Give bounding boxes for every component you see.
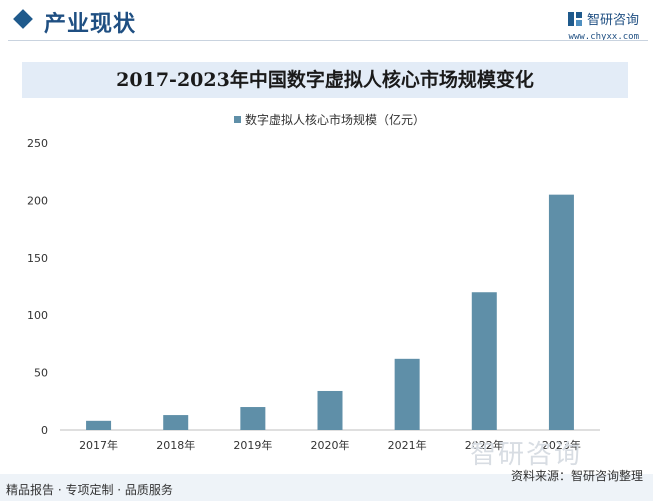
footer-bar [0,474,653,501]
header-divider [8,40,648,41]
header: 产业现状 智研咨询 www.chyxx.com [0,0,653,44]
bar [86,420,112,430]
bar [471,292,497,430]
y-tick-label: 200 [27,194,48,207]
bar [163,415,189,430]
brand-name: 智研咨询 [586,13,639,28]
y-tick-label: 100 [27,309,48,322]
section-title: 产业现状 [44,12,137,37]
x-tick-label: 2017年 [79,438,118,452]
brand-logo-icon [567,11,582,26]
footer-tagline: 精品报告 · 专项定制 · 品质服务 [6,483,173,497]
bar [548,194,574,430]
x-tick-label: 2019年 [233,438,272,452]
bar [240,407,266,430]
y-tick-label: 50 [34,367,48,380]
bar-chart: 0 50 100 150 200 250 2017年 2018年 2019年 2020年 2021年… [27,137,600,452]
brand-url: www.chyxx.com [568,32,639,42]
y-tick-label: 150 [27,252,48,265]
bar [394,358,420,430]
y-tick-label: 250 [27,137,48,150]
legend: 数字虚拟人核心市场规模（亿元） [234,111,425,128]
y-tick-label: 0 [41,424,48,437]
brand: 智研咨询 [567,8,639,28]
legend-swatch [234,116,241,123]
diamond-icon [13,9,33,29]
watermark-brand: 智研咨询 [470,440,583,470]
x-tick-label: 2021年 [388,438,427,452]
x-tick-label: 2023年 [542,438,581,452]
x-tick-label: 2022年 [465,438,504,452]
bar [317,390,343,430]
title-banner: 2017-2023年中国数字虚拟人核心市场规模变化 [22,62,628,98]
legend-label: 数字虚拟人核心市场规模（亿元） [245,113,426,127]
footer-source: 资料来源：智研咨询整理 [510,469,643,483]
x-tick-label: 2020年 [311,438,350,452]
x-tick-label: 2018年 [156,438,195,452]
chart-title: 2017-2023年中国数字虚拟人核心市场规模变化 [116,69,534,91]
